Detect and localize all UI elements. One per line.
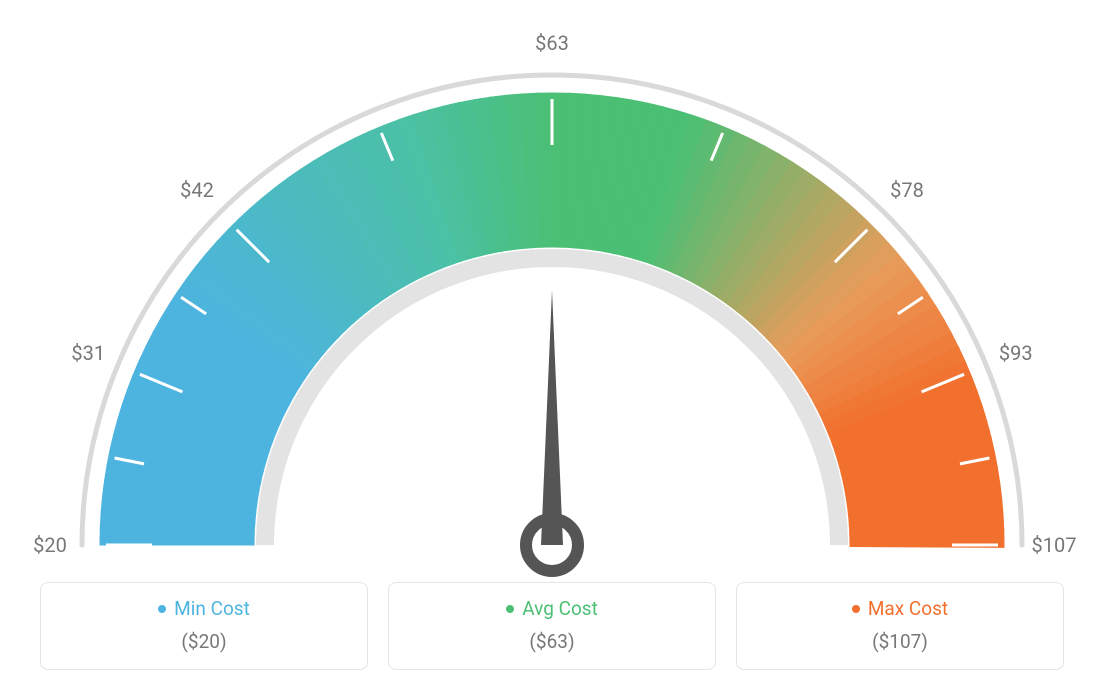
legend-value: ($63) (389, 630, 715, 653)
gauge-scale-label: $93 (999, 341, 1033, 365)
gauge-scale-label: $107 (1032, 533, 1077, 557)
legend-row: Min Cost ($20) Avg Cost ($63) Max Cost ($107) (40, 582, 1064, 670)
legend-value: ($20) (41, 630, 367, 653)
gauge-scale-label: $78 (890, 178, 924, 202)
gauge-scale-label: $63 (535, 31, 569, 55)
gauge-scale-label: $31 (71, 341, 105, 365)
legend-card: Min Cost ($20) (40, 582, 368, 670)
legend-value: ($107) (737, 630, 1063, 653)
legend-label: Min Cost (158, 597, 250, 620)
gauge-chart: $20 $31 $42 $63 $78 $93 $107 (0, 0, 1104, 580)
legend-card: Max Cost ($107) (736, 582, 1064, 670)
legend-label: Max Cost (852, 597, 948, 620)
cost-gauge-container: $20 $31 $42 $63 $78 $93 $107 Min Cost ($20) Avg … (0, 0, 1104, 690)
legend-card: Avg Cost ($63) (388, 582, 716, 670)
gauge-scale-label: $42 (180, 178, 214, 202)
gauge-svg (0, 0, 1104, 580)
legend-label: Avg Cost (506, 597, 598, 620)
gauge-scale-label: $20 (33, 533, 67, 557)
